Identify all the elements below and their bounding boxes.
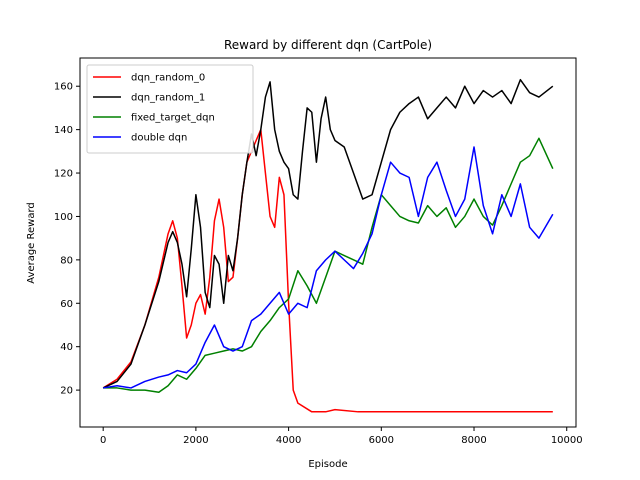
x-tick-label: 6000 xyxy=(369,435,394,446)
legend: dqn_random_0 dqn_random_1 fixed_target_dqn… xyxy=(86,64,254,154)
y-tick-label: 20 xyxy=(60,386,73,397)
y-tick-label: 160 xyxy=(54,82,73,93)
plot-area-frame xyxy=(79,57,577,428)
legend-label-fixed-target-dqn: fixed_target_dqn xyxy=(131,113,215,124)
x-tick-label: 8000 xyxy=(461,435,486,446)
x-tick-label: 0 xyxy=(100,435,106,446)
x-tick-label: 2000 xyxy=(183,435,208,446)
legend-label-dqn-random-1: dqn_random_1 xyxy=(131,93,205,104)
series-line-double-dqn xyxy=(103,146,554,389)
y-axis-label: Average Reward xyxy=(26,202,37,283)
y-tick-label: 120 xyxy=(54,169,73,180)
axes-layer: 0 2000 4000 6000 8000 10000 20 40 60 80 100 120 140 1… xyxy=(54,82,583,446)
y-tick-label: 140 xyxy=(54,125,73,136)
y-tick-label: 100 xyxy=(54,212,73,223)
legend-box xyxy=(86,64,254,154)
legend-label-double-dqn: double dqn xyxy=(131,133,187,144)
chart-title: Reward by different dqn (CartPole) xyxy=(224,38,432,52)
x-axis-label: Episode xyxy=(308,459,347,470)
y-tick-label: 40 xyxy=(60,342,73,353)
series-layer xyxy=(102,78,554,413)
x-tick-label: 10000 xyxy=(551,435,583,446)
y-tick-label: 60 xyxy=(60,299,73,310)
series-line-dqn-random-1 xyxy=(102,78,554,389)
x-tick-label: 4000 xyxy=(276,435,301,446)
y-tick-label: 80 xyxy=(60,255,73,266)
legend-label-dqn-random-0: dqn_random_0 xyxy=(131,73,205,84)
